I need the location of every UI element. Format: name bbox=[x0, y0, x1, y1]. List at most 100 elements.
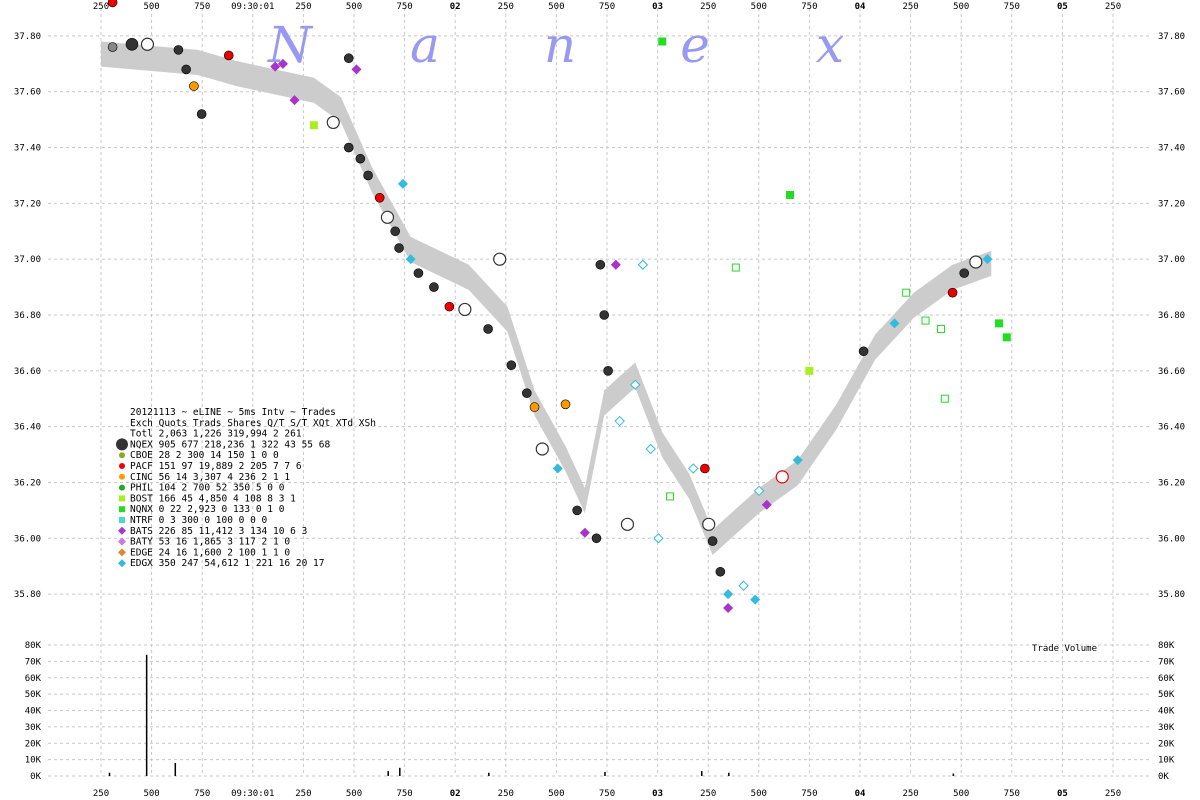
trade-marker bbox=[572, 505, 582, 516]
trade-marker bbox=[658, 37, 667, 46]
trade-marker bbox=[620, 517, 635, 531]
price-tick-left: 37.60 bbox=[14, 88, 41, 98]
trade-marker bbox=[610, 259, 621, 270]
volume-bar bbox=[174, 762, 177, 776]
volume-bar bbox=[399, 767, 401, 776]
trade-marker bbox=[889, 318, 900, 329]
legend-row: BATY 53 16 1,865 3 117 2 1 0 bbox=[130, 537, 290, 548]
legend-row: NTRF 0 3 300 0 100 0 0 0 bbox=[130, 515, 268, 526]
volume-tick-left: 0K bbox=[30, 772, 41, 782]
volume-tick-right: 50K bbox=[1158, 690, 1175, 700]
legend-marker bbox=[119, 463, 125, 469]
trade-markers bbox=[107, 0, 1011, 614]
trade-marker bbox=[805, 366, 814, 375]
trade-marker bbox=[355, 153, 366, 164]
volume-tick-right: 30K bbox=[1158, 723, 1175, 733]
legend-marker bbox=[119, 452, 125, 459]
legend-marker bbox=[118, 526, 126, 535]
trade-marker bbox=[666, 492, 675, 501]
trade-marker bbox=[140, 37, 155, 51]
volume-tick-right: 80K bbox=[1158, 641, 1175, 651]
volume-tick-left: 20K bbox=[25, 739, 42, 749]
time-tick-top: 750 bbox=[801, 2, 817, 12]
trade-marker bbox=[786, 190, 795, 199]
trade-marker bbox=[921, 316, 930, 325]
trade-marker bbox=[458, 302, 472, 317]
time-tick-bottom: 05 bbox=[1057, 789, 1068, 799]
time-tick-bottom: 250 bbox=[295, 789, 311, 799]
trade-marker bbox=[506, 360, 517, 371]
time-tick-top: 750 bbox=[599, 2, 615, 12]
trade-marker bbox=[413, 268, 424, 278]
trade-marker bbox=[982, 254, 993, 265]
watermark-letter: e bbox=[680, 16, 710, 74]
volume-bar bbox=[145, 654, 148, 776]
volume-bar bbox=[700, 771, 703, 776]
trade-marker bbox=[1002, 333, 1011, 342]
time-tick-top: 02 bbox=[450, 2, 461, 12]
time-tick-top: 05 bbox=[1057, 2, 1068, 12]
trade-marker bbox=[309, 121, 318, 130]
price-tick-right: 36.80 bbox=[1158, 311, 1185, 321]
time-tick-bottom: 09:30:01 bbox=[231, 789, 274, 799]
time-tick-bottom: 02 bbox=[450, 789, 461, 799]
trade-marker bbox=[707, 536, 718, 546]
trade-marker bbox=[173, 45, 184, 55]
trade-marker bbox=[599, 310, 610, 320]
trade-marker bbox=[397, 178, 408, 189]
legend-marker bbox=[119, 506, 125, 513]
time-tick-bottom: 500 bbox=[751, 789, 767, 799]
trade-marker bbox=[637, 259, 649, 270]
volume-tick-left: 50K bbox=[25, 690, 42, 700]
legend-row: EDGX 350 247 54,612 1 221 16 20 17 bbox=[130, 558, 324, 569]
legend-row: EDGE 24 16 1,600 2 100 1 1 0 bbox=[130, 547, 290, 558]
trade-marker bbox=[189, 81, 199, 91]
price-tick-left: 37.40 bbox=[14, 144, 41, 154]
price-tick-right: 36.20 bbox=[1158, 478, 1185, 488]
trade-marker bbox=[429, 282, 439, 292]
price-tick-right: 37.60 bbox=[1158, 88, 1185, 98]
volume-tick-right: 40K bbox=[1158, 707, 1175, 717]
watermark-letter: n bbox=[544, 16, 576, 74]
axis-labels: 250 250 500 500 750 750 09:30:01 09:30:01 250 250… bbox=[14, 2, 1185, 799]
exchange-legend: 20121113 ~ eLINE ~ 5ms Intv ~ TradesExch… bbox=[116, 407, 376, 569]
time-tick-bottom: 250 bbox=[498, 789, 514, 799]
trade-marker bbox=[702, 517, 716, 531]
trade-marker bbox=[940, 394, 949, 403]
trade-marker bbox=[936, 324, 945, 333]
price-tick-right: 36.00 bbox=[1158, 534, 1185, 544]
trade-marker bbox=[374, 192, 385, 203]
time-tick-top: 250 bbox=[498, 2, 514, 12]
volume-bar bbox=[604, 771, 606, 776]
trade-marker bbox=[591, 533, 602, 544]
price-tick-left: 36.60 bbox=[14, 367, 41, 377]
legend-marker bbox=[118, 559, 126, 568]
time-tick-bottom: 03 bbox=[652, 789, 663, 799]
time-tick-bottom: 500 bbox=[143, 789, 159, 799]
time-tick-bottom: 250 bbox=[700, 789, 716, 799]
trade-marker bbox=[343, 53, 354, 64]
legend-marker bbox=[119, 495, 125, 502]
volume-bar bbox=[728, 772, 730, 776]
time-tick-top: 750 bbox=[396, 2, 412, 12]
price-tick-right: 37.00 bbox=[1158, 255, 1185, 265]
trade-marker bbox=[351, 64, 362, 75]
time-tick-top: 03 bbox=[652, 2, 663, 12]
volume-bar bbox=[387, 771, 389, 776]
trade-marker bbox=[289, 95, 300, 106]
trade-marker bbox=[343, 142, 354, 153]
trade-marker bbox=[902, 288, 911, 297]
time-tick-top: 04 bbox=[855, 2, 866, 12]
price-tick-left: 36.00 bbox=[14, 534, 41, 544]
trade-marker bbox=[270, 61, 281, 72]
watermark-letter: x bbox=[816, 16, 844, 74]
trade-marker bbox=[959, 268, 970, 278]
legend-row: NQNX 0 22 2,923 0 133 0 1 0 bbox=[130, 504, 285, 515]
price-tick-right: 36.40 bbox=[1158, 423, 1185, 433]
trade-marker bbox=[390, 226, 400, 237]
trade-marker bbox=[579, 527, 590, 538]
trade-marker bbox=[715, 566, 726, 577]
legend-marker bbox=[119, 484, 125, 491]
legend-row: NQEX 905 677 218,236 1 322 43 55 68 bbox=[130, 439, 330, 450]
legend-row: PACF 151 97 19,889 2 205 7 7 6 bbox=[130, 461, 302, 472]
